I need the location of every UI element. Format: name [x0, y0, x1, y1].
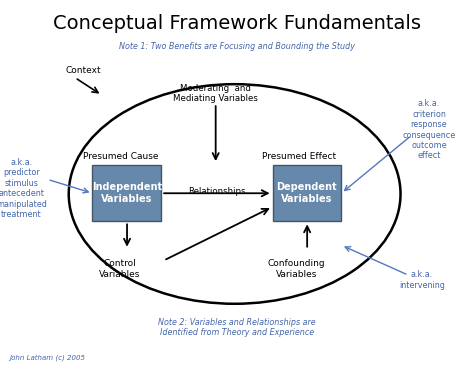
- Text: Control
Variables: Control Variables: [99, 259, 140, 279]
- Text: Note 1: Two Benefits are Focusing and Bounding the Study: Note 1: Two Benefits are Focusing and Bo…: [119, 42, 355, 51]
- Text: Presumed Effect: Presumed Effect: [262, 152, 336, 161]
- Text: a.k.a.
criterion
response
consequence
outcome
effect: a.k.a. criterion response consequence ou…: [402, 100, 456, 160]
- Text: a.k.a.
predictor
stimulus
antecedent
manipulated
treatment: a.k.a. predictor stimulus antecedent man…: [0, 158, 47, 219]
- Text: Confounding
Variables: Confounding Variables: [267, 259, 325, 279]
- Text: Context: Context: [65, 66, 101, 75]
- Text: Presumed Cause: Presumed Cause: [83, 152, 159, 161]
- Text: a.k.a.
intervening: a.k.a. intervening: [399, 270, 445, 290]
- Text: Conceptual Framework Fundamentals: Conceptual Framework Fundamentals: [53, 14, 421, 33]
- Text: Relationships: Relationships: [188, 187, 246, 196]
- FancyBboxPatch shape: [92, 165, 161, 221]
- Text: Dependent
Variables: Dependent Variables: [277, 182, 337, 204]
- Text: Independent
Variables: Independent Variables: [92, 182, 162, 204]
- Text: John Latham (c) 2005: John Latham (c) 2005: [9, 355, 85, 361]
- Text: Note 2: Variables and Relationships are
Identified from Theory and Experience: Note 2: Variables and Relationships are …: [158, 318, 316, 337]
- FancyBboxPatch shape: [273, 165, 341, 221]
- Text: Moderating  and
Mediating Variables: Moderating and Mediating Variables: [173, 83, 258, 103]
